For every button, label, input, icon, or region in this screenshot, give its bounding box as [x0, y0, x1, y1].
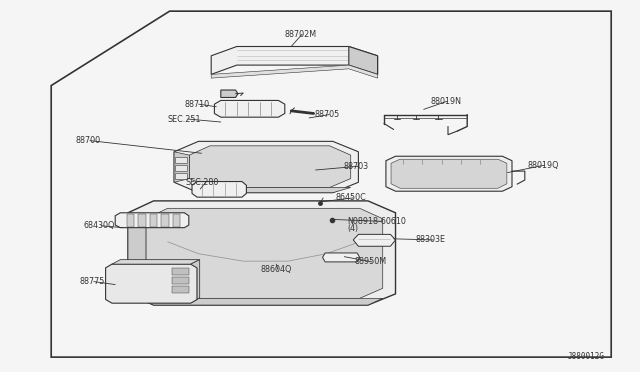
Polygon shape: [174, 152, 189, 182]
Polygon shape: [150, 214, 157, 227]
Polygon shape: [198, 187, 351, 193]
Text: (4): (4): [348, 224, 358, 233]
Text: SEC.280: SEC.280: [186, 178, 219, 187]
Polygon shape: [146, 208, 383, 298]
Text: 88950M: 88950M: [355, 257, 387, 266]
Polygon shape: [386, 156, 512, 191]
Polygon shape: [175, 173, 187, 179]
Polygon shape: [192, 182, 246, 197]
Polygon shape: [51, 11, 611, 357]
Polygon shape: [128, 288, 383, 305]
Polygon shape: [221, 90, 238, 97]
Polygon shape: [189, 146, 351, 187]
Text: J880012G: J880012G: [568, 352, 605, 361]
Text: 88705: 88705: [315, 110, 340, 119]
Polygon shape: [391, 159, 507, 188]
Polygon shape: [106, 264, 197, 303]
Polygon shape: [174, 141, 358, 193]
Text: 88604Q: 88604Q: [260, 265, 292, 274]
Polygon shape: [191, 260, 200, 299]
Text: 88710: 88710: [184, 100, 209, 109]
Text: 88700: 88700: [76, 136, 100, 145]
Polygon shape: [349, 46, 378, 74]
Text: 88019N: 88019N: [430, 97, 461, 106]
Polygon shape: [211, 65, 378, 78]
Polygon shape: [175, 157, 187, 163]
Text: 88775: 88775: [79, 277, 105, 286]
Text: 68430Q: 68430Q: [84, 221, 115, 230]
Text: 88303E: 88303E: [416, 235, 446, 244]
Polygon shape: [138, 214, 146, 227]
Polygon shape: [353, 234, 396, 246]
Polygon shape: [173, 214, 180, 227]
Text: 88702M: 88702M: [285, 30, 317, 39]
Polygon shape: [115, 213, 189, 228]
Polygon shape: [127, 214, 134, 227]
Polygon shape: [128, 213, 146, 294]
Polygon shape: [161, 214, 169, 227]
Polygon shape: [172, 286, 189, 293]
Polygon shape: [175, 165, 187, 171]
Polygon shape: [214, 100, 285, 117]
Text: 88019Q: 88019Q: [527, 161, 559, 170]
Text: 88703: 88703: [344, 162, 369, 171]
Polygon shape: [211, 46, 378, 74]
Polygon shape: [112, 260, 200, 264]
Polygon shape: [323, 253, 360, 262]
Polygon shape: [128, 201, 396, 305]
Polygon shape: [172, 268, 189, 275]
Text: 86450C: 86450C: [336, 193, 367, 202]
Polygon shape: [172, 277, 189, 284]
Text: N08918-60610: N08918-60610: [348, 217, 406, 226]
Text: SEC.251: SEC.251: [168, 115, 201, 124]
